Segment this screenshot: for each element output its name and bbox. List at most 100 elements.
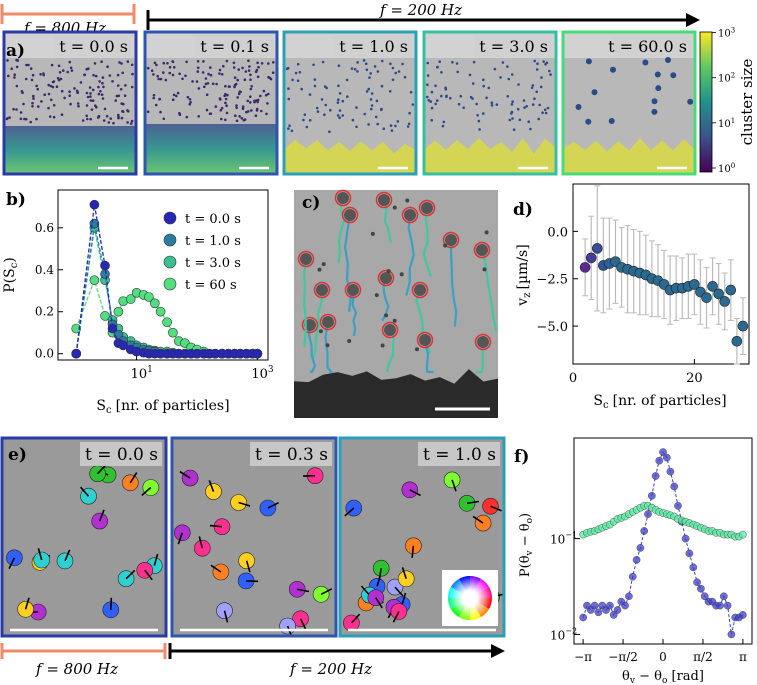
particle bbox=[122, 472, 139, 492]
particle bbox=[31, 101, 34, 105]
particle bbox=[539, 85, 543, 89]
particle bbox=[369, 72, 373, 75]
panel-e: t = 0.0 s t = 0.3 s t = 1.0 s e) bbox=[0, 436, 506, 638]
particle bbox=[288, 124, 291, 127]
particle bbox=[232, 66, 236, 69]
particle bbox=[10, 67, 13, 70]
particle bbox=[255, 109, 259, 112]
x-tick-label: 0 bbox=[569, 371, 577, 386]
particle bbox=[336, 114, 340, 117]
snapshot-frame bbox=[170, 436, 338, 638]
particle bbox=[8, 116, 11, 119]
particle-body bbox=[17, 600, 34, 618]
particle bbox=[542, 60, 545, 63]
particle bbox=[130, 85, 134, 89]
particle bbox=[443, 471, 461, 492]
particle bbox=[267, 92, 270, 96]
particle bbox=[118, 61, 121, 64]
panel-f-ylabel: P(θv − θo) bbox=[518, 513, 535, 577]
particle bbox=[235, 104, 238, 107]
time-label-box bbox=[54, 35, 132, 57]
particle bbox=[162, 61, 166, 65]
particle bbox=[115, 94, 119, 98]
particle bbox=[219, 109, 223, 112]
particle bbox=[585, 118, 592, 125]
particle bbox=[341, 114, 345, 117]
particle bbox=[173, 66, 176, 69]
particle bbox=[525, 105, 528, 108]
data-point bbox=[625, 592, 633, 601]
particle bbox=[171, 60, 174, 63]
particle-clusters bbox=[284, 139, 416, 174]
particle bbox=[482, 267, 487, 272]
panel-d-label: d) bbox=[513, 200, 533, 220]
particle bbox=[232, 61, 236, 65]
orientation-arrow bbox=[401, 567, 407, 580]
cluster-highlight bbox=[442, 231, 460, 249]
particle bbox=[401, 481, 421, 499]
cluster-highlight bbox=[301, 316, 319, 334]
particle bbox=[546, 106, 550, 110]
particle bbox=[24, 117, 28, 121]
particle bbox=[535, 90, 538, 94]
particle bbox=[101, 81, 104, 85]
particle bbox=[367, 87, 371, 91]
particle bbox=[196, 60, 200, 63]
particle bbox=[511, 117, 514, 120]
particle bbox=[364, 62, 368, 66]
data-point bbox=[613, 606, 622, 614]
particle bbox=[442, 120, 446, 124]
tick-base: 10 bbox=[718, 119, 731, 130]
snapshot-frame bbox=[282, 30, 418, 176]
particle bbox=[499, 76, 502, 79]
data-point bbox=[621, 601, 629, 610]
particle bbox=[501, 61, 505, 64]
particle bbox=[35, 117, 38, 121]
particle bbox=[24, 77, 28, 81]
time-label: t = 0.0 s bbox=[85, 445, 158, 465]
particle bbox=[347, 339, 352, 343]
particle bbox=[215, 82, 218, 86]
particle bbox=[130, 119, 134, 123]
particle bbox=[218, 72, 221, 75]
cluster-highlight bbox=[401, 206, 419, 224]
particle bbox=[106, 65, 109, 68]
particle bbox=[15, 65, 19, 69]
particle bbox=[43, 93, 46, 96]
cluster-highlight bbox=[334, 189, 352, 207]
panel-b-ylabel: P(Sc) bbox=[2, 257, 20, 293]
orientation-arrow bbox=[98, 509, 105, 522]
particle bbox=[130, 63, 134, 67]
particle bbox=[384, 313, 389, 318]
particle bbox=[549, 73, 552, 76]
particle bbox=[211, 82, 215, 86]
particle bbox=[236, 78, 239, 82]
particle bbox=[468, 73, 472, 77]
data-point bbox=[606, 601, 614, 610]
data-point-group bbox=[689, 253, 700, 316]
particle bbox=[86, 95, 90, 99]
particle bbox=[243, 78, 247, 81]
particle bbox=[388, 90, 392, 93]
particle bbox=[355, 125, 358, 129]
particle bbox=[318, 329, 323, 334]
data-point bbox=[666, 467, 675, 476]
particle bbox=[356, 70, 359, 73]
particle bbox=[495, 103, 499, 106]
particle bbox=[141, 479, 160, 497]
orientation-arrow bbox=[223, 610, 229, 623]
particle bbox=[518, 118, 522, 122]
orientation-arrow bbox=[409, 489, 421, 497]
particle bbox=[6, 117, 9, 120]
particle bbox=[374, 293, 379, 298]
data-point bbox=[113, 306, 124, 317]
orientation-arrow bbox=[394, 586, 404, 597]
particle bbox=[506, 95, 510, 98]
panel-d-xlabel: Sc [nr. of particles] bbox=[593, 393, 726, 411]
panel-a-frame-1: t = 0.0 s bbox=[2, 30, 138, 176]
particle bbox=[196, 66, 200, 70]
particle bbox=[16, 59, 20, 62]
particle bbox=[536, 62, 539, 65]
cluster bbox=[476, 244, 488, 256]
particle bbox=[490, 101, 494, 104]
